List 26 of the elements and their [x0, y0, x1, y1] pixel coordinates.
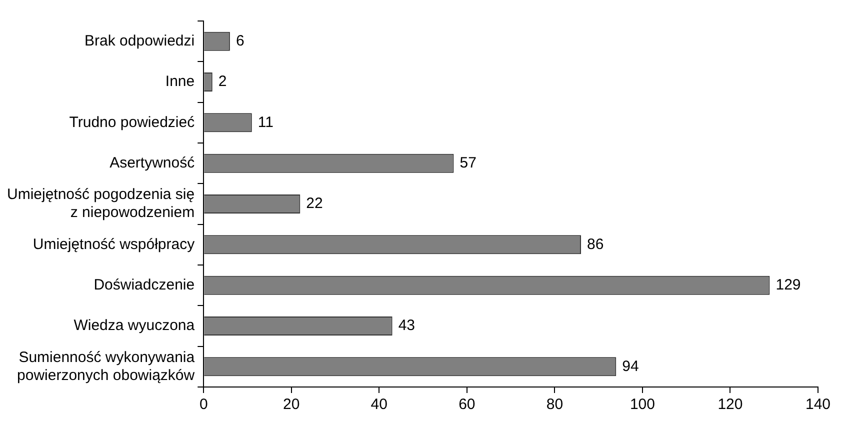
x-tick-label: 120 — [718, 396, 743, 414]
data-label: 129 — [776, 276, 801, 294]
data-label: 86 — [587, 236, 604, 253]
data-label: 6 — [236, 32, 244, 50]
y-tick-label: Doświadczenie — [94, 276, 195, 294]
y-tick-label: Umiejętność współpracy — [32, 236, 196, 253]
data-label: 43 — [398, 317, 416, 334]
data-label: 11 — [258, 114, 274, 131]
y-tick-label: Asertywność — [110, 154, 196, 172]
x-tick-label: 60 — [458, 396, 476, 414]
y-tick-label: Wiedza wyuczona — [74, 317, 196, 334]
y-tick-label: Inne — [165, 73, 195, 90]
x-tick-label: 100 — [630, 396, 655, 414]
x-tick-label: 40 — [370, 396, 388, 414]
y-tick-label: Sumienność wykonywania powierzonych obowiązków — [17, 348, 196, 384]
y-tick-label: Brak odpowiedzi — [84, 32, 195, 50]
y-tick-label: Trudno powiedzieć — [69, 114, 196, 131]
data-label: 22 — [306, 195, 323, 212]
y-tick-label: Umiejętność pogodzenia się z niepowodzeniem — [6, 186, 195, 222]
data-label: 2 — [218, 73, 227, 90]
data-label: 57 — [460, 154, 476, 172]
x-tick-label: 20 — [283, 396, 300, 414]
x-tick-label: 0 — [199, 396, 208, 414]
x-tick-label: 80 — [546, 396, 564, 414]
data-label: 94 — [622, 358, 639, 375]
x-tick-label: 140 — [805, 396, 831, 414]
